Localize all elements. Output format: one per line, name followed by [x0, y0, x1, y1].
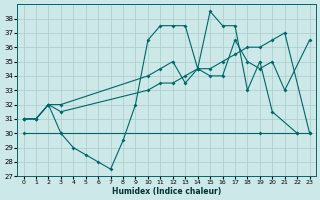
- X-axis label: Humidex (Indice chaleur): Humidex (Indice chaleur): [112, 187, 221, 196]
